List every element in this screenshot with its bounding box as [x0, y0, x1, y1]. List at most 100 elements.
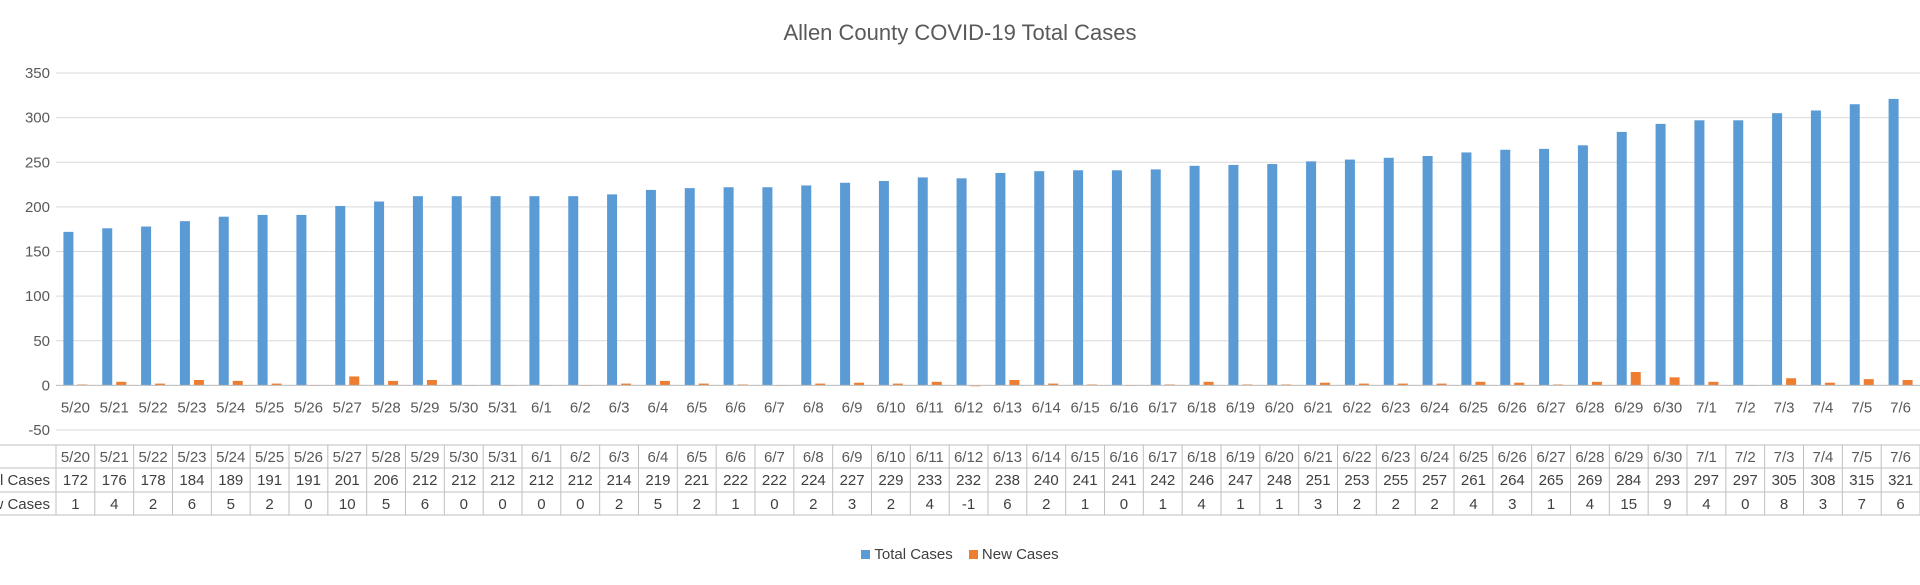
bar-total-cases	[179, 221, 190, 386]
bar-new-cases	[349, 376, 360, 386]
table-cell: 264	[1500, 472, 1525, 489]
table-header-cell: 6/26	[1498, 449, 1527, 466]
table-cell: 0	[770, 496, 778, 513]
table-header-cell: 5/30	[449, 449, 478, 466]
bar-new-cases	[232, 380, 243, 386]
bar-new-cases	[1591, 381, 1602, 386]
table-header-cell: 6/4	[647, 449, 668, 466]
legend-item-new-cases: New Cases	[968, 546, 1059, 563]
table-cell: 248	[1267, 472, 1292, 489]
table-cell: 2	[1042, 496, 1050, 513]
table-cell: 5	[227, 496, 235, 513]
bar-total-cases	[102, 228, 113, 386]
table-header-cell: 6/14	[1032, 449, 1061, 466]
table-header-cell: 6/15	[1070, 449, 1099, 466]
bar-total-cases	[257, 214, 268, 386]
y-tick-label: 0	[42, 377, 50, 394]
bar-total-cases	[451, 196, 462, 386]
table-cell: 0	[1741, 496, 1749, 513]
x-tick-label: 5/31	[488, 399, 517, 416]
table-cell: 247	[1228, 472, 1253, 489]
table-header-cell: 6/5	[686, 449, 707, 466]
table-cell: 242	[1150, 472, 1175, 489]
table-cell: 3	[848, 496, 856, 513]
table-cell: 229	[878, 472, 903, 489]
table-header-cell: 5/22	[138, 449, 167, 466]
bar-new-cases	[621, 383, 632, 386]
x-tick-label: 6/20	[1265, 399, 1294, 416]
table-cell: 308	[1810, 472, 1835, 489]
bar-total-cases	[1500, 149, 1511, 386]
table-cell: 3	[1508, 496, 1516, 513]
bar-total-cases	[1228, 164, 1239, 386]
table-header-cell: 5/28	[371, 449, 400, 466]
legend-swatch-new-cases	[968, 549, 978, 559]
bar-total-cases	[63, 231, 74, 386]
y-tick-label: 50	[33, 333, 50, 350]
bar-total-cases	[1772, 113, 1783, 386]
bar-total-cases	[490, 196, 501, 386]
table-cell: 222	[762, 472, 787, 489]
table-cell: 1	[1081, 496, 1089, 513]
table-cell: 269	[1577, 472, 1602, 489]
table-cell: 212	[490, 472, 515, 489]
table-header-cell: 5/23	[177, 449, 206, 466]
table-cell: 321	[1888, 472, 1913, 489]
bar-total-cases	[1344, 159, 1355, 386]
table-cell: 251	[1306, 472, 1331, 489]
table-cell: 1	[731, 496, 739, 513]
x-tick-label: 6/30	[1653, 399, 1682, 416]
table-cell: 241	[1111, 472, 1136, 489]
bar-total-cases	[1888, 98, 1899, 386]
bar-total-cases	[1694, 120, 1705, 386]
table-cell: 3	[1314, 496, 1322, 513]
table-cell: 2	[887, 496, 895, 513]
table-cell: 2	[693, 496, 701, 513]
table-cell: 253	[1344, 472, 1369, 489]
bar-total-cases	[878, 180, 889, 386]
table-header-cell: 6/3	[609, 449, 630, 466]
table-cell: 1	[1159, 496, 1167, 513]
x-tick-label: 7/6	[1890, 399, 1911, 416]
table-cell: 233	[917, 472, 942, 489]
bar-new-cases	[116, 381, 127, 386]
x-tick-label: 7/1	[1696, 399, 1717, 416]
table-cell: 284	[1616, 472, 1641, 489]
bar-total-cases	[1539, 148, 1550, 386]
table-cell: 10	[339, 496, 356, 513]
bar-new-cases	[1436, 383, 1447, 386]
bar-new-cases	[1514, 382, 1525, 386]
table-cell: 240	[1034, 472, 1059, 489]
bar-total-cases	[1655, 123, 1666, 386]
x-tick-label: 5/20	[61, 399, 90, 416]
table-cell: 2	[615, 496, 623, 513]
table-cell: 191	[296, 472, 321, 489]
bar-new-cases	[1708, 381, 1719, 386]
table-cell: 255	[1383, 472, 1408, 489]
table-header-cell: 6/24	[1420, 449, 1449, 466]
x-tick-label: 5/28	[371, 399, 400, 416]
table-cell: 212	[529, 472, 554, 489]
table-header-cell: 6/20	[1265, 449, 1294, 466]
table-cell: 4	[1586, 496, 1594, 513]
x-tick-label: 6/4	[647, 399, 668, 416]
table-header-cell: 5/24	[216, 449, 245, 466]
x-tick-label: 6/19	[1226, 399, 1255, 416]
bar-total-cases	[568, 196, 579, 386]
table-cell: 219	[645, 472, 670, 489]
table-cell: 6	[1896, 496, 1904, 513]
table-header-cell: 6/1	[531, 449, 552, 466]
table-cell: 1	[1236, 496, 1244, 513]
bar-new-cases	[1863, 379, 1874, 386]
bar-new-cases	[1358, 383, 1369, 386]
table-header-cell: 6/8	[803, 449, 824, 466]
bar-new-cases	[1630, 371, 1641, 386]
bar-total-cases	[141, 226, 152, 386]
x-axis: 5/20 5/21 5/22 5/23 5/24 5/25 5/26 5/27 5/28 5/29…	[56, 384, 1920, 416]
bar-new-cases	[193, 380, 204, 386]
bar-total-cases	[1461, 152, 1472, 386]
bar-total-cases	[296, 214, 307, 386]
bar-new-cases	[1669, 377, 1680, 386]
x-tick-label: 5/23	[177, 399, 206, 416]
x-tick-label: 6/22	[1342, 399, 1371, 416]
